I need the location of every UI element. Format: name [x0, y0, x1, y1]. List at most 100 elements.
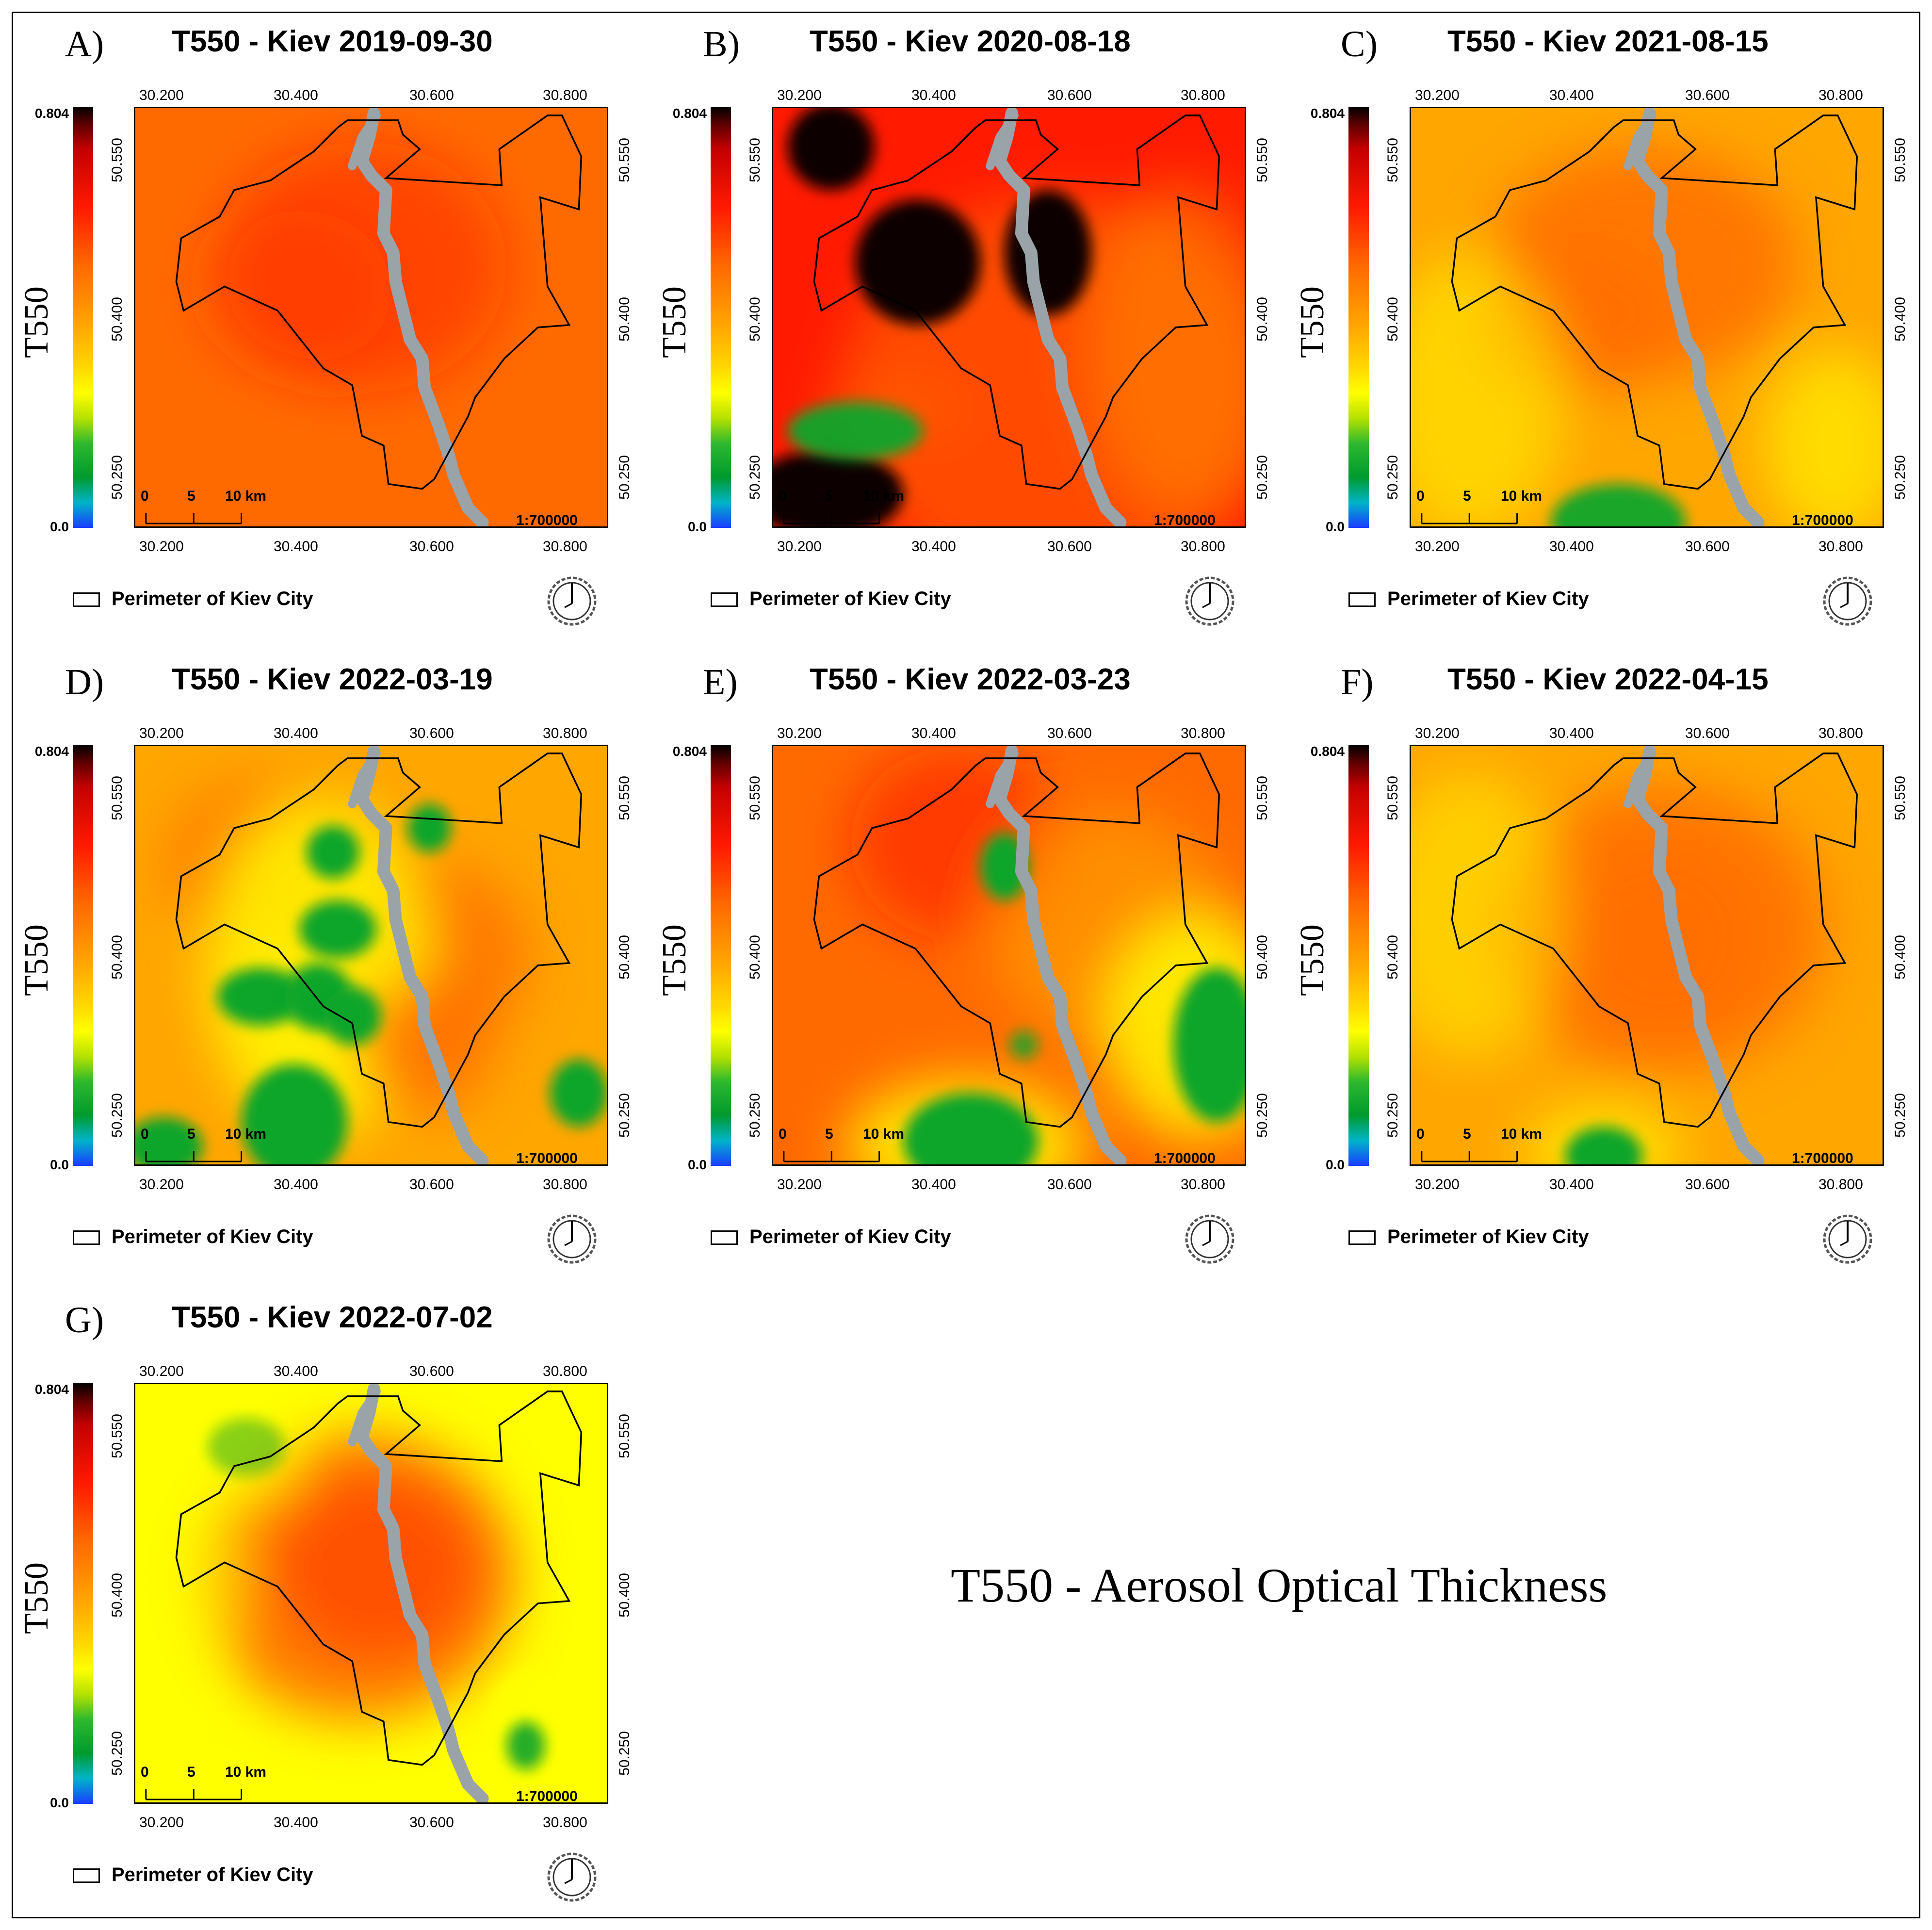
scale-bar-label: 5 [825, 488, 833, 504]
lat-tick-label-right: 50.250 [1892, 455, 1908, 500]
aot-value-region [208, 1418, 285, 1476]
lat-tick-label-right: 50.250 [1892, 1093, 1908, 1138]
perimeter-legend: Perimeter of Kiev City [73, 1226, 313, 1248]
perimeter-legend-label: Perimeter of Kiev City [112, 1864, 313, 1885]
aot-value-region [323, 987, 381, 1045]
river-branch [986, 749, 1019, 809]
lon-tick-label-top: 30.400 [911, 725, 956, 741]
map-canvas [135, 108, 607, 526]
lon-tick-label-top: 30.600 [409, 725, 454, 741]
north-arrow-graphic [547, 576, 597, 626]
map-canvas [1411, 746, 1883, 1164]
colorbar-axis-label: T550 [18, 924, 55, 996]
lon-tick-label-top: 30.200 [1415, 87, 1460, 103]
lat-tick-label-right: 50.250 [1254, 1093, 1270, 1138]
lat-tick-label-left: 50.400 [109, 297, 125, 342]
river-branch [1624, 111, 1656, 171]
colorbar-min-label: 0.0 [50, 519, 69, 534]
lat-tick-label-right: 50.550 [617, 776, 633, 820]
lat-tick-label-right: 50.550 [1254, 138, 1270, 182]
panel-letter: E) [703, 662, 738, 703]
aot-field [164, 780, 531, 1137]
map-panel: C) T550 - Kiev 2021-08-15 0.804 0.0 T550 30.2… [1287, 12, 1918, 626]
compass-inner-ring [1828, 1220, 1867, 1259]
lat-tick-label-right: 50.400 [1254, 935, 1270, 980]
river-branch [348, 749, 381, 809]
aot-value-region [241, 1064, 348, 1164]
river-branch [348, 111, 381, 171]
panel-letter: C) [1341, 24, 1378, 65]
figure-frame [12, 12, 1920, 1918]
lon-tick-label-top: 30.400 [1549, 725, 1594, 741]
lat-tick-label-left: 50.250 [1385, 1093, 1401, 1138]
aot-spot-group [407, 804, 451, 852]
lon-tick-label-top: 30.400 [911, 87, 956, 103]
lon-tick-label-bottom: 30.200 [777, 539, 822, 555]
aerosol-map [134, 745, 608, 1166]
perimeter-legend-swatch [711, 592, 738, 607]
aot-spot-group [217, 967, 304, 1026]
lat-tick-label-right: 50.250 [617, 455, 633, 500]
north-arrow-icon [545, 1850, 599, 1904]
lat-tick-label-left: 50.550 [109, 776, 125, 820]
panel-letter: G) [65, 1300, 104, 1341]
compass-ring [1185, 576, 1234, 626]
aot-field [1411, 147, 1883, 526]
lat-tick-label-left: 50.250 [109, 1093, 125, 1138]
compass-needle-foot [564, 603, 572, 608]
lon-tick-label-top: 30.400 [274, 87, 318, 103]
lon-tick-label-bottom: 30.800 [543, 1177, 587, 1193]
map-canvas [135, 1384, 607, 1802]
aot-value-region [1763, 349, 1883, 526]
map-canvas [1411, 108, 1883, 526]
lon-tick-label-top: 30.800 [1818, 725, 1863, 741]
panel-title: T550 - Kiev 2022-04-15 [1447, 663, 1769, 696]
compass-ring [1823, 1214, 1872, 1264]
lon-tick-label-bottom: 30.600 [1685, 539, 1730, 555]
scale-bar-label: 0 [779, 488, 787, 504]
colorbar-axis-label: T550 [656, 286, 693, 358]
lat-tick-label-right: 50.250 [617, 1731, 633, 1776]
lat-tick-label-left: 50.550 [109, 1414, 125, 1458]
lon-tick-label-bottom: 30.800 [1181, 1177, 1225, 1193]
lat-tick-label-right: 50.550 [1892, 138, 1908, 182]
aot-spot-group [773, 450, 904, 526]
aot-value-region [407, 804, 451, 852]
lon-tick-label-bottom: 30.600 [409, 1815, 454, 1831]
river-branch [348, 1387, 381, 1447]
compass-inner-ring [1190, 1220, 1229, 1259]
lon-tick-label-bottom: 30.400 [274, 1177, 318, 1193]
north-arrow-graphic [1823, 1214, 1872, 1264]
kiev-city-perimeter [175, 1390, 583, 1766]
aot-value-region [198, 209, 391, 374]
map-panel: E) T550 - Kiev 2022-03-23 0.804 0.0 T550 30.2… [649, 650, 1280, 1264]
aerosol-map [772, 745, 1246, 1166]
perimeter-legend-swatch [73, 1868, 100, 1883]
aerosol-map [1410, 745, 1884, 1166]
north-arrow-graphic [1185, 576, 1234, 626]
lat-tick-label-left: 50.250 [1385, 455, 1401, 500]
lon-tick-label-top: 30.200 [777, 87, 822, 103]
colorbar-min-label: 0.0 [50, 1795, 69, 1810]
aot-value-region [1551, 484, 1686, 526]
lat-tick-label-left: 50.550 [109, 138, 125, 182]
compass-needle-foot [564, 1879, 572, 1884]
aot-value-region [1411, 253, 1565, 526]
perimeter-legend-label: Perimeter of Kiev City [112, 588, 313, 609]
aot-value-region [306, 825, 360, 879]
perimeter-legend-swatch [1348, 592, 1376, 607]
panel-letter: F) [1341, 662, 1374, 703]
aot-value-region [855, 199, 981, 325]
perimeter-legend-swatch [73, 1230, 100, 1245]
colorbar [73, 745, 93, 1166]
colorbar-axis-label: T550 [1294, 286, 1331, 358]
scale-bar-label: 10 km [225, 1126, 267, 1142]
compass-needle-foot [1202, 1241, 1210, 1246]
compass-ring [547, 1214, 597, 1264]
north-arrow-icon [1821, 1212, 1874, 1266]
lat-tick-label-left: 50.550 [1385, 776, 1401, 820]
aot-spot-group [306, 825, 360, 879]
perimeter-legend: Perimeter of Kiev City [73, 588, 313, 610]
scale-bar-label: 0 [141, 1126, 149, 1142]
colorbar-max-label: 0.804 [672, 106, 707, 121]
